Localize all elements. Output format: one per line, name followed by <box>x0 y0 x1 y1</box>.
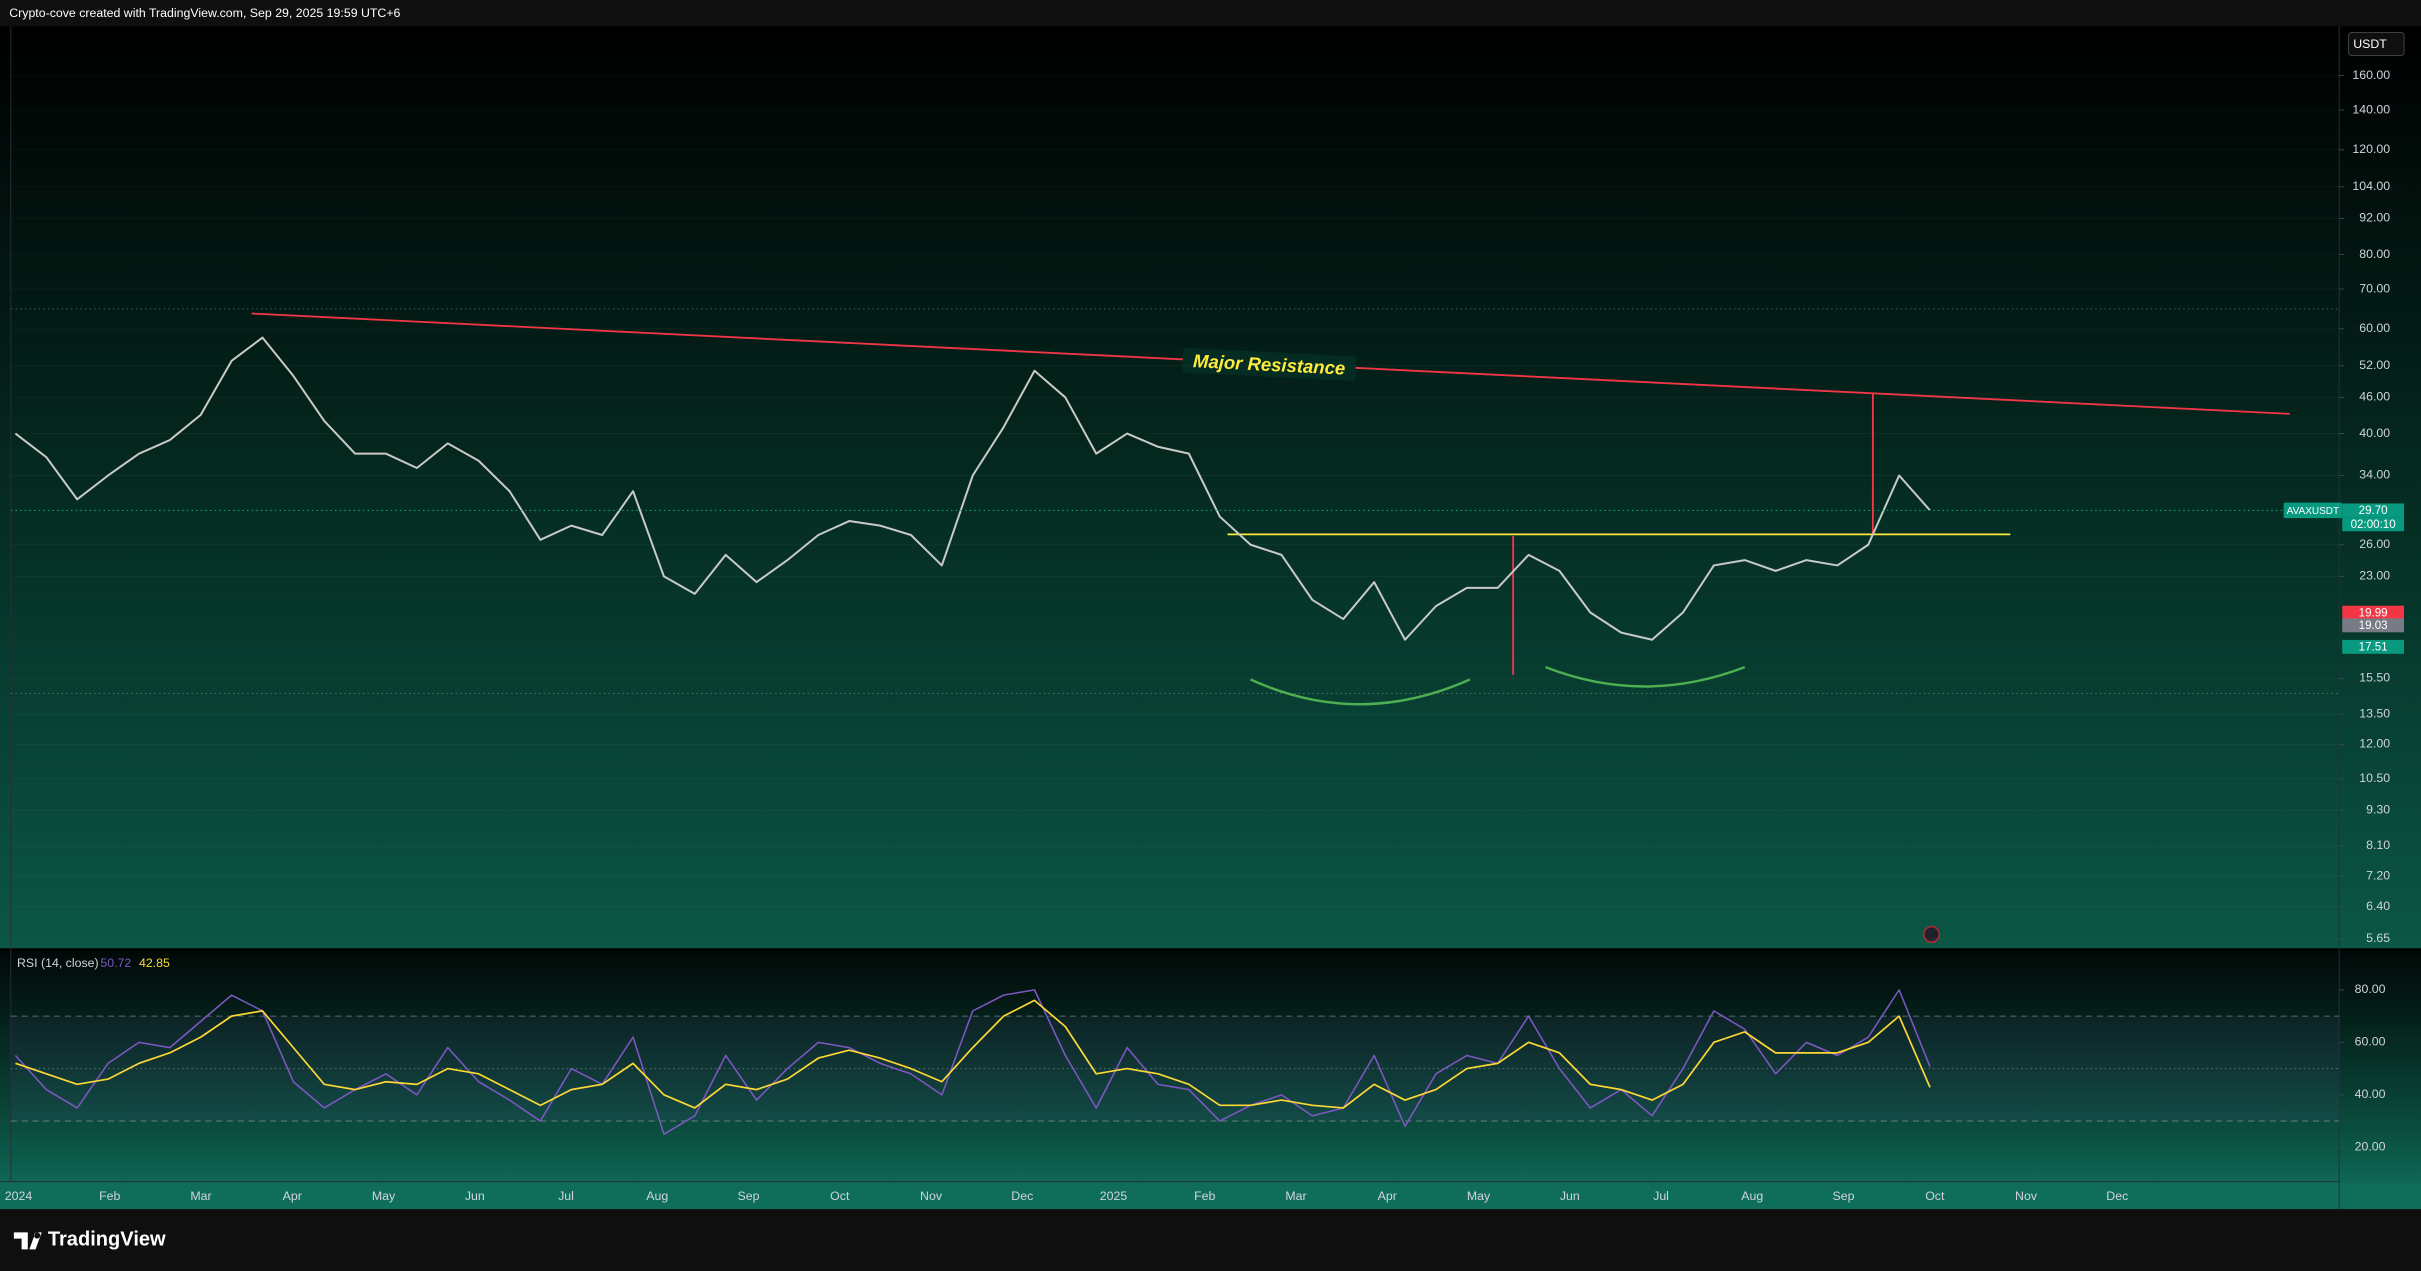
header-text: Crypto-cove created with TradingView.com… <box>9 6 400 20</box>
shoulder-arc <box>1545 666 1746 688</box>
x-tick-label: 2024 <box>5 1189 33 1203</box>
x-tick-label: Apr <box>1378 1189 1397 1203</box>
rsi-ma-value: 42.85 <box>139 956 170 970</box>
x-tick-label: Dec <box>1011 1189 1033 1203</box>
countdown-box <box>2342 517 2405 532</box>
footer <box>0 1209 2421 1271</box>
x-tick-label: Jun <box>1560 1189 1580 1203</box>
brand-icon <box>13 1232 42 1250</box>
brand: TradingView <box>48 1228 166 1250</box>
x-tick-label: Feb <box>99 1189 120 1203</box>
countdown: 02:00:10 <box>2351 519 2396 531</box>
rsi-tick-label: 60.00 <box>2355 1035 2386 1049</box>
series-line <box>15 999 1931 1109</box>
currency-button[interactable] <box>2347 31 2405 57</box>
events-icon[interactable] <box>1923 925 1941 943</box>
x-tick-label: Sep <box>738 1189 760 1203</box>
y-tick-label: 12.00 <box>2359 737 2390 751</box>
y-tick-label: 15.50 <box>2359 671 2390 685</box>
y-tick-label: 7.20 <box>2366 869 2390 883</box>
y-tick-label: 5.65 <box>2366 931 2390 945</box>
rsi-pane-background <box>0 951 2421 1183</box>
y-tick-label: 8.10 <box>2366 838 2390 852</box>
shoulder-arc <box>1250 678 1471 706</box>
x-tick-label: Aug <box>646 1189 668 1203</box>
y-tick-label: 70.00 <box>2359 281 2390 295</box>
x-tick-label: Mar <box>1285 1189 1306 1203</box>
y-tick-label: 6.40 <box>2366 899 2390 913</box>
x-tick-label: Sep <box>1833 1189 1855 1203</box>
y-tick-label: 92.00 <box>2359 211 2390 225</box>
annotation-background <box>1182 347 1357 382</box>
x-tick-label: 2025 <box>1100 1189 1128 1203</box>
price-marker <box>2342 639 2405 654</box>
price-marker-label: 19.99 <box>2359 607 2388 619</box>
series-line <box>14 989 1931 1135</box>
x-tick-label: Feb <box>1194 1189 1215 1203</box>
rsi-tick-label: 20.00 <box>2355 1140 2386 1154</box>
y-tick-label: 23.00 <box>2359 569 2390 583</box>
x-tick-label: Mar <box>190 1189 211 1203</box>
price-marker-label: 17.51 <box>2359 642 2388 654</box>
y-tick-label: 13.50 <box>2359 706 2390 720</box>
price-marker <box>2342 618 2405 633</box>
price-marker <box>2342 605 2405 620</box>
price-marker-label: 29.70 <box>2359 505 2388 517</box>
y-tick-label: 60.00 <box>2359 321 2390 335</box>
x-tick-label: Oct <box>830 1189 850 1203</box>
y-tick-label: 120.00 <box>2352 142 2390 156</box>
x-tick-label: Jun <box>465 1189 485 1203</box>
x-tick-label: Apr <box>283 1189 302 1203</box>
x-tick-label: Jul <box>558 1189 574 1203</box>
rsi-tick-label: 40.00 <box>2355 1087 2386 1101</box>
y-tick-label: 26.00 <box>2359 537 2390 551</box>
y-tick-label: 40.00 <box>2359 426 2390 440</box>
series-line <box>14 336 1931 641</box>
x-tick-label: Oct <box>1925 1189 1945 1203</box>
rsi-tick-label: 80.00 <box>2355 982 2386 996</box>
y-tick-label: 46.00 <box>2359 390 2390 404</box>
rsi-title: RSI (14, close) <box>17 956 99 970</box>
x-tick-label: Nov <box>2015 1189 2038 1203</box>
currency-label: USDT <box>2353 37 2387 51</box>
y-tick-label: 34.00 <box>2359 468 2390 482</box>
rsi-value: 50.72 <box>100 956 131 970</box>
x-tick-label: May <box>1467 1189 1491 1203</box>
price-marker-label: 19.03 <box>2359 620 2388 632</box>
y-tick-label: 160.00 <box>2352 68 2390 82</box>
y-tick-label: 52.00 <box>2359 358 2390 372</box>
y-tick-label: 80.00 <box>2359 247 2390 261</box>
symbol-box <box>2283 502 2343 519</box>
x-tick-label: May <box>372 1189 396 1203</box>
x-tick-label: Jul <box>1653 1189 1669 1203</box>
symbol-label: AVAXUSDT <box>2287 506 2339 517</box>
y-tick-label: 104.00 <box>2352 179 2390 193</box>
x-tick-label: Dec <box>2106 1189 2128 1203</box>
price-marker <box>2342 503 2405 518</box>
y-tick-label: 140.00 <box>2352 102 2390 116</box>
y-tick-label: 9.30 <box>2366 803 2390 817</box>
y-tick-label: 10.50 <box>2359 771 2390 785</box>
x-tick-label: Nov <box>920 1189 943 1203</box>
x-tick-label: Aug <box>1741 1189 1763 1203</box>
